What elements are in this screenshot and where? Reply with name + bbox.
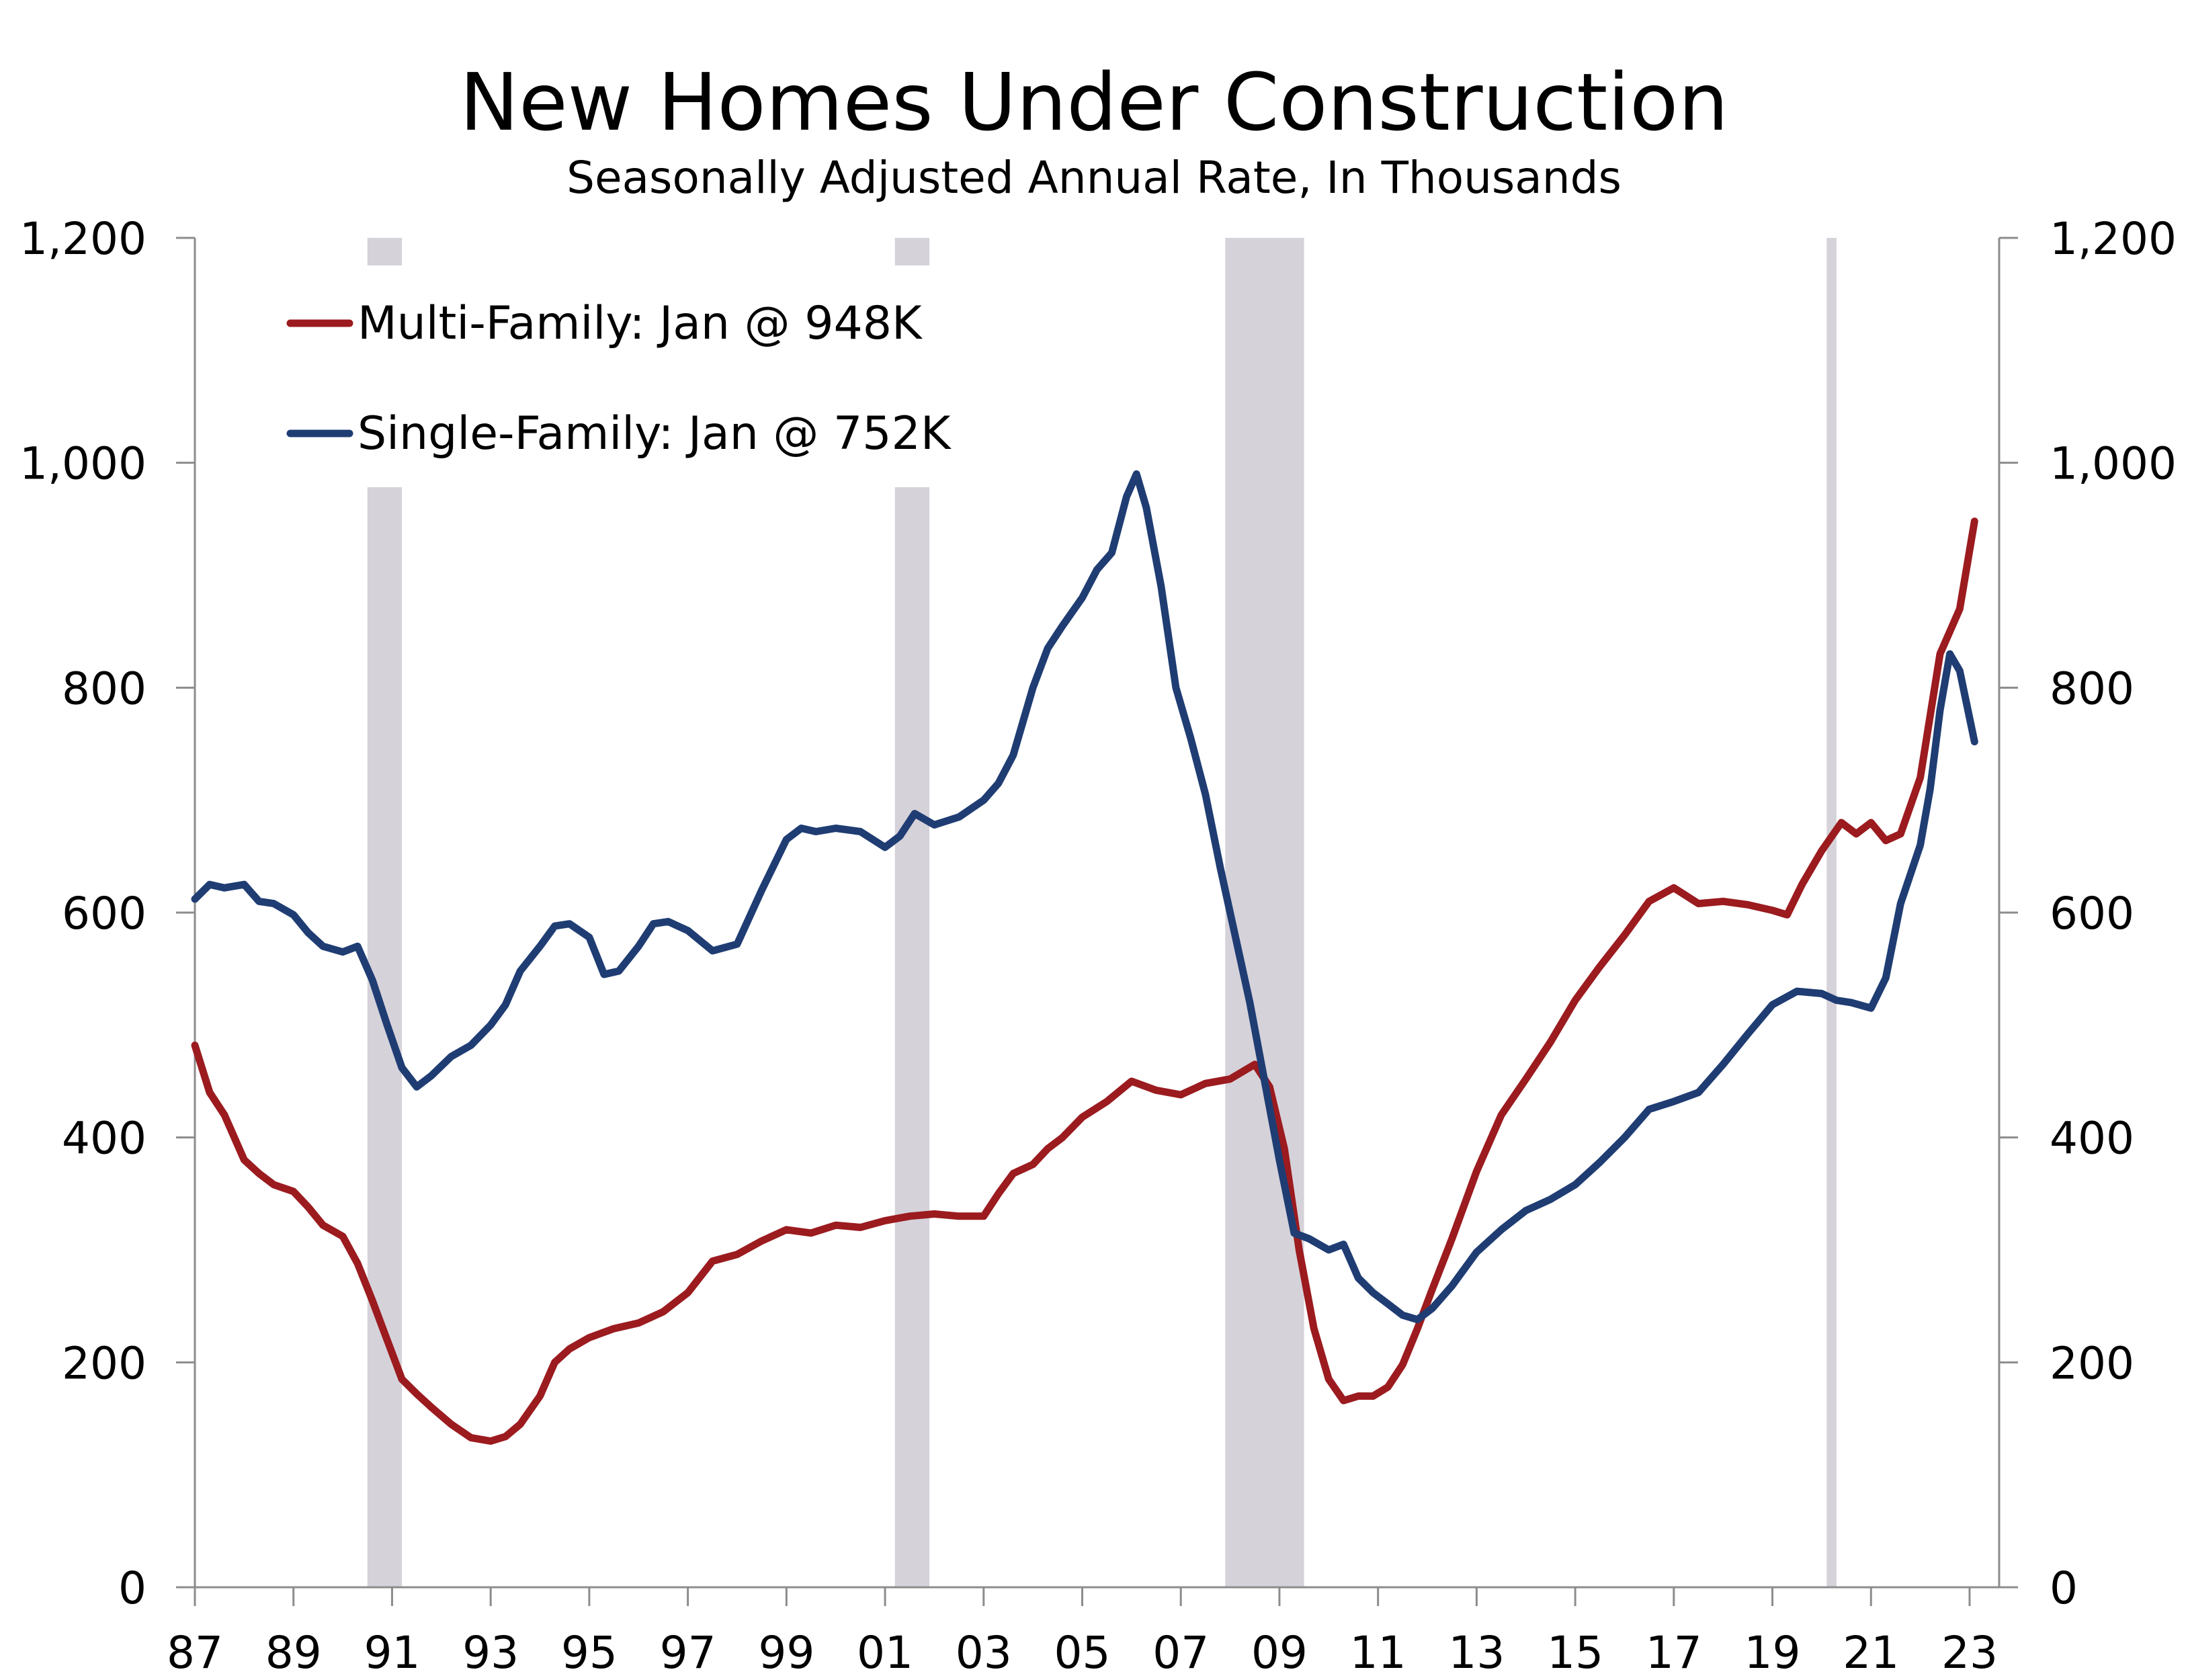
chart-subtitle: Seasonally Adjusted Annual Rate, In Thou… — [566, 152, 1622, 204]
axes: 0 0 200 200 400 400 600 600 800 800 1,000 1,000 1,20… — [19, 213, 2177, 1679]
x-tick-label: 07 — [1152, 1627, 1209, 1679]
x-tick-label: 03 — [956, 1627, 1012, 1679]
y-tick-label-right: 0 — [2050, 1562, 2078, 1614]
legend-label-single-family: Single-Family: Jan @ 752K — [357, 407, 952, 460]
x-tick-label: 21 — [1843, 1627, 1899, 1679]
x-tick-label: 17 — [1646, 1627, 1702, 1679]
x-tick-label: 95 — [561, 1627, 618, 1679]
x-tick-label: 09 — [1251, 1627, 1308, 1679]
x-tick-label: 11 — [1350, 1627, 1406, 1679]
y-tick-label-right: 1,000 — [2050, 438, 2177, 490]
x-tick-label: 87 — [167, 1627, 223, 1679]
y-tick-label-left: 1,000 — [19, 438, 146, 490]
x-tick-label: 13 — [1448, 1627, 1505, 1679]
series-line-single-family — [191, 470, 1978, 1324]
y-tick-label-left: 1,200 — [19, 213, 146, 265]
x-tick-label: 05 — [1054, 1627, 1110, 1679]
x-tick-label: 19 — [1744, 1627, 1801, 1679]
x-tick-label: 97 — [660, 1627, 716, 1679]
x-tick-label: 89 — [265, 1627, 322, 1679]
y-tick-label-left: 200 — [62, 1337, 146, 1389]
x-tick-label: 93 — [462, 1627, 519, 1679]
y-tick-label-right: 400 — [2050, 1113, 2134, 1165]
legend-background — [269, 265, 1082, 487]
x-tick-label: 23 — [1941, 1627, 1998, 1679]
y-tick-label-right: 800 — [2050, 663, 2134, 714]
y-tick-label-left: 800 — [62, 663, 146, 714]
series-lines — [191, 470, 1978, 1445]
recession-band-2 — [1225, 238, 1304, 1587]
y-tick-label-left: 400 — [62, 1113, 146, 1165]
y-tick-label-right: 1,200 — [2050, 213, 2177, 265]
legend-label-multi-family: Multi-Family: Jan @ 948K — [357, 297, 923, 350]
x-tick-label: 91 — [364, 1627, 420, 1679]
y-tick-label-right: 200 — [2050, 1337, 2134, 1389]
y-tick-label-right: 600 — [2050, 888, 2134, 939]
y-tick-label-left: 0 — [118, 1562, 146, 1614]
chart-title: New Homes Under Construction — [460, 56, 1728, 149]
series-line-multi-family — [191, 517, 1978, 1445]
recession-band-3 — [1826, 238, 1837, 1587]
x-tick-label: 01 — [857, 1627, 913, 1679]
x-tick-label: 15 — [1547, 1627, 1603, 1679]
y-tick-label-left: 600 — [62, 888, 146, 939]
x-tick-label: 99 — [758, 1627, 814, 1679]
legend: Multi-Family: Jan @ 948K Single-Family: … — [269, 265, 1082, 487]
